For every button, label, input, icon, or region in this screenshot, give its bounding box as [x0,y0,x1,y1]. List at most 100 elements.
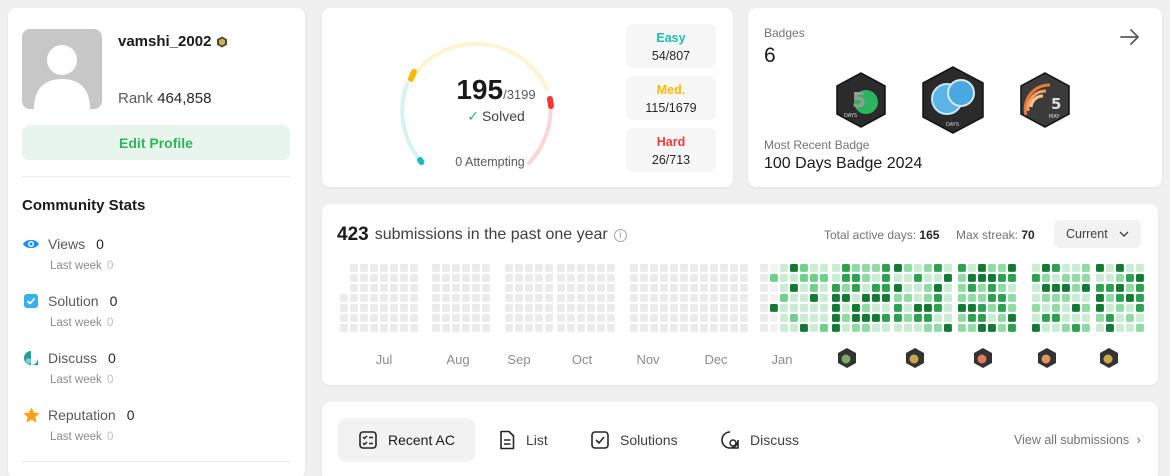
heatmap-cell[interactable] [924,324,932,332]
heatmap-cell[interactable] [1052,304,1060,312]
heatmap-cell[interactable] [567,304,575,312]
heatmap-cell[interactable] [660,294,668,302]
monthly-badge-icon[interactable] [1038,348,1056,368]
heatmap-cell[interactable] [730,274,738,282]
heatmap-cell[interactable] [1116,314,1124,322]
heatmap-cell[interactable] [760,274,768,282]
heatmap-cell[interactable] [790,264,798,272]
heatmap-cell[interactable] [988,314,996,322]
heatmap-cell[interactable] [988,274,996,282]
heatmap-cell[interactable] [1052,274,1060,282]
heatmap-cell[interactable] [810,264,818,272]
heatmap-cell[interactable] [557,304,565,312]
heatmap-cell[interactable] [740,314,748,322]
heatmap-cell[interactable] [1116,264,1124,272]
heatmap-cell[interactable] [914,304,922,312]
heatmap-cell[interactable] [862,284,870,292]
heatmap-cell[interactable] [770,264,778,272]
heatmap-cell[interactable] [1008,314,1016,322]
heatmap-cell[interactable] [1042,274,1050,282]
heatmap-cell[interactable] [1032,274,1040,282]
heatmap-cell[interactable] [360,294,368,302]
heatmap-cell[interactable] [882,314,890,322]
heatmap-cell[interactable] [1096,294,1104,302]
heatmap-cell[interactable] [680,284,688,292]
heatmap-cell[interactable] [720,324,728,332]
heatmap-cell[interactable] [545,274,553,282]
heatmap-cell[interactable] [1126,274,1134,282]
heatmap-cell[interactable] [978,324,986,332]
heatmap-cell[interactable] [630,264,638,272]
heatmap-cell[interactable] [720,284,728,292]
heatmap-cell[interactable] [432,284,440,292]
heatmap-cell[interactable] [515,294,523,302]
heatmap-cell[interactable] [690,274,698,282]
heatmap-cell[interactable] [832,284,840,292]
heatmap-cell[interactable] [978,294,986,302]
heatmap-cell[interactable] [535,324,543,332]
heatmap-cell[interactable] [400,294,408,302]
heatmap-cell[interactable] [872,314,880,322]
heatmap-cell[interactable] [370,314,378,322]
heatmap-cell[interactable] [872,324,880,332]
heatmap-cell[interactable] [924,314,932,322]
heatmap-cell[interactable] [452,294,460,302]
heatmap-cell[interactable] [790,304,798,312]
heatmap-cell[interactable] [400,314,408,322]
heatmap-cell[interactable] [442,314,450,322]
heatmap-cell[interactable] [452,314,460,322]
heatmap-cell[interactable] [452,304,460,312]
heatmap-cell[interactable] [1042,324,1050,332]
heatmap-cell[interactable] [988,324,996,332]
heatmap-cell[interactable] [545,324,553,332]
heatmap-cell[interactable] [432,314,440,322]
heatmap-cell[interactable] [400,264,408,272]
heatmap-cell[interactable] [557,274,565,282]
heatmap-cell[interactable] [760,284,768,292]
heatmap-cell[interactable] [1072,274,1080,282]
heatmap-cell[interactable] [872,304,880,312]
heatmap-cell[interactable] [650,304,658,312]
heatmap-cell[interactable] [1126,294,1134,302]
heatmap-cell[interactable] [505,324,513,332]
heatmap-cell[interactable] [680,294,688,302]
heatmap-cell[interactable] [740,304,748,312]
heatmap-cell[interactable] [914,274,922,282]
heatmap-cell[interactable] [958,274,966,282]
heatmap-cell[interactable] [998,324,1006,332]
tab-recent-ac[interactable]: Recent AC [338,418,475,462]
heatmap-cell[interactable] [505,284,513,292]
heatmap-cell[interactable] [882,284,890,292]
heatmap-cell[interactable] [978,314,986,322]
heatmap-cell[interactable] [700,294,708,302]
heatmap-cell[interactable] [730,324,738,332]
heatmap-cell[interactable] [958,284,966,292]
heatmap-cell[interactable] [700,304,708,312]
heatmap-cell[interactable] [452,264,460,272]
heatmap-cell[interactable] [515,284,523,292]
heatmap-cell[interactable] [535,304,543,312]
heatmap-cell[interactable] [1106,284,1114,292]
heatmap-cell[interactable] [710,284,718,292]
heatmap-cell[interactable] [842,274,850,282]
heatmap-cell[interactable] [577,274,585,282]
heatmap-cell[interactable] [1126,324,1134,332]
heatmap-cell[interactable] [1106,274,1114,282]
heatmap-cell[interactable] [1052,264,1060,272]
heatmap-cell[interactable] [350,304,358,312]
heatmap-cell[interactable] [640,324,648,332]
heatmap-cell[interactable] [730,284,738,292]
tab-list[interactable]: List [478,418,568,462]
heatmap-cell[interactable] [390,264,398,272]
heatmap-cell[interactable] [988,284,996,292]
heatmap-cell[interactable] [740,274,748,282]
heatmap-cell[interactable] [1106,294,1114,302]
heatmap-cell[interactable] [1126,304,1134,312]
heatmap-cell[interactable] [988,294,996,302]
heatmap-cell[interactable] [882,324,890,332]
difficulty-easy[interactable]: Easy 54/807 [626,24,716,68]
heatmap-cell[interactable] [505,314,513,322]
heatmap-cell[interactable] [670,314,678,322]
edit-profile-button[interactable]: Edit Profile [22,125,290,160]
heatmap-cell[interactable] [1042,284,1050,292]
